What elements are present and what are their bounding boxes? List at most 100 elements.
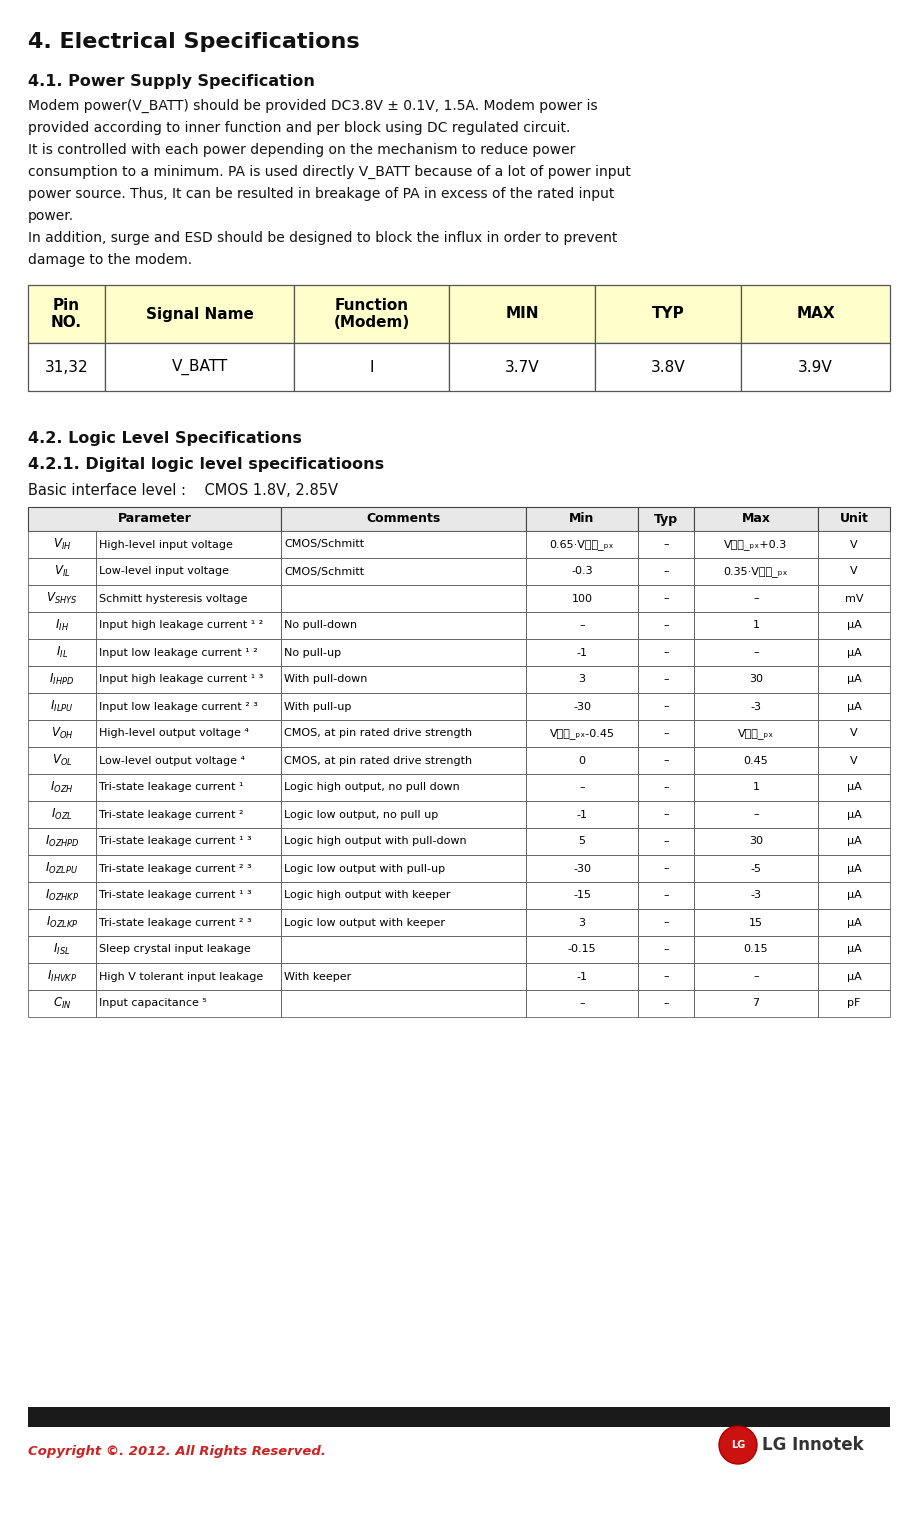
Text: V: V (850, 539, 857, 549)
Bar (526, 612, 638, 639)
Bar (818, 612, 890, 639)
Text: μA: μA (846, 837, 861, 846)
Text: power source. Thus, It can be resulted in breakage of PA in excess of the rated : power source. Thus, It can be resulted i… (28, 187, 614, 201)
Text: CMOS/Schmitt: CMOS/Schmitt (284, 566, 364, 577)
Bar (28, 909, 96, 936)
Text: –: – (663, 647, 669, 658)
Text: I: I (369, 359, 374, 374)
Text: Logic low output with keeper: Logic low output with keeper (284, 918, 445, 927)
Text: V₝₝_ₚₓ-0.45: V₝₝_ₚₓ-0.45 (550, 728, 614, 740)
Bar (28, 667, 96, 693)
Bar (694, 720, 818, 747)
Text: $\mathit{I}$$_{\mathit{OZHPD}}$: $\mathit{I}$$_{\mathit{OZHPD}}$ (45, 834, 79, 849)
Bar (638, 584, 694, 612)
Bar (818, 531, 890, 559)
Text: MAX: MAX (796, 306, 834, 321)
Text: LG Innotek: LG Innotek (762, 1435, 864, 1454)
Text: 30: 30 (749, 837, 763, 846)
Text: $\mathit{I}$$_{\mathit{IHPD}}$: $\mathit{I}$$_{\mathit{IHPD}}$ (50, 671, 74, 686)
Text: –: – (663, 782, 669, 793)
Text: 0: 0 (578, 755, 586, 766)
Bar (818, 883, 890, 909)
Text: –: – (663, 594, 669, 604)
Bar (281, 936, 526, 963)
Text: –: – (579, 998, 585, 1009)
Bar (694, 612, 818, 639)
Bar (281, 559, 526, 584)
Text: power.: power. (28, 209, 74, 224)
Text: $\mathit{I}$$_{\mathit{OZL}}$: $\mathit{I}$$_{\mathit{OZL}}$ (51, 807, 73, 822)
Text: 3.8V: 3.8V (651, 359, 686, 374)
Bar (818, 667, 890, 693)
Text: $\mathit{V}$$_{\mathit{IL}}$: $\mathit{V}$$_{\mathit{IL}}$ (53, 565, 71, 578)
Bar (96, 855, 281, 883)
Text: –: – (663, 755, 669, 766)
Bar (28, 584, 96, 612)
Text: –: – (753, 594, 759, 604)
Text: Copyright ©. 2012. All Rights Reserved.: Copyright ©. 2012. All Rights Reserved. (28, 1444, 326, 1458)
Bar (281, 531, 526, 559)
Ellipse shape (719, 1426, 757, 1464)
Text: Tri-state leakage current ¹ ³: Tri-state leakage current ¹ ³ (99, 890, 252, 901)
Bar (526, 855, 638, 883)
Text: V_BATT: V_BATT (172, 359, 228, 374)
Bar (281, 507, 526, 531)
Bar (638, 909, 694, 936)
Bar (28, 963, 96, 989)
Text: $\mathit{I}$$_{\mathit{IHVKP}}$: $\mathit{I}$$_{\mathit{IHVKP}}$ (47, 970, 77, 985)
Text: -15: -15 (573, 890, 591, 901)
Bar (526, 909, 638, 936)
Bar (818, 801, 890, 828)
Bar (96, 559, 281, 584)
Bar (638, 828, 694, 855)
Bar (638, 855, 694, 883)
Text: Tri-state leakage current ² ³: Tri-state leakage current ² ³ (99, 918, 252, 927)
Bar (595, 285, 741, 342)
Text: 31,32: 31,32 (45, 359, 88, 374)
Text: μA: μA (846, 702, 861, 711)
Bar (818, 584, 890, 612)
Text: –: – (663, 863, 669, 874)
Text: damage to the modem.: damage to the modem. (28, 253, 192, 266)
Text: 0.45: 0.45 (744, 755, 768, 766)
Bar (694, 507, 818, 531)
Bar (105, 285, 294, 342)
Text: –: – (663, 674, 669, 685)
Text: 3: 3 (578, 674, 586, 685)
Text: μA: μA (846, 647, 861, 658)
Bar (526, 559, 638, 584)
Bar (96, 693, 281, 720)
Text: V: V (850, 729, 857, 738)
Text: $\mathit{V}$$_{\mathit{SHYS}}$: $\mathit{V}$$_{\mathit{SHYS}}$ (46, 591, 78, 606)
Text: 3.9V: 3.9V (798, 359, 833, 374)
Bar (96, 775, 281, 801)
Bar (96, 584, 281, 612)
Bar (281, 909, 526, 936)
Text: 0.35·V₝₝_ₚₓ: 0.35·V₝₝_ₚₓ (723, 566, 789, 577)
Bar (28, 775, 96, 801)
Bar (96, 883, 281, 909)
Bar (818, 639, 890, 667)
Bar (638, 963, 694, 989)
Bar (281, 828, 526, 855)
Bar (294, 285, 449, 342)
Text: Input low leakage current ¹ ²: Input low leakage current ¹ ² (99, 647, 258, 658)
Text: Input low leakage current ² ³: Input low leakage current ² ³ (99, 702, 258, 711)
Text: It is controlled with each power depending on the mechanism to reduce power: It is controlled with each power dependi… (28, 143, 576, 157)
Text: Schmitt hysteresis voltage: Schmitt hysteresis voltage (99, 594, 248, 604)
Bar (28, 801, 96, 828)
Text: 1: 1 (753, 621, 759, 630)
Bar (281, 584, 526, 612)
Bar (638, 693, 694, 720)
Text: 0.15: 0.15 (744, 945, 768, 954)
Text: $\mathit{C}$$_{\mathit{IN}}$: $\mathit{C}$$_{\mathit{IN}}$ (52, 995, 72, 1011)
Bar (526, 507, 638, 531)
Text: Unit: Unit (840, 513, 868, 525)
Bar (694, 936, 818, 963)
Text: With pull-down: With pull-down (284, 674, 367, 685)
Bar (638, 720, 694, 747)
Bar (694, 801, 818, 828)
Bar (96, 936, 281, 963)
Text: 4.2. Logic Level Specifications: 4.2. Logic Level Specifications (28, 431, 302, 446)
Text: –: – (663, 702, 669, 711)
